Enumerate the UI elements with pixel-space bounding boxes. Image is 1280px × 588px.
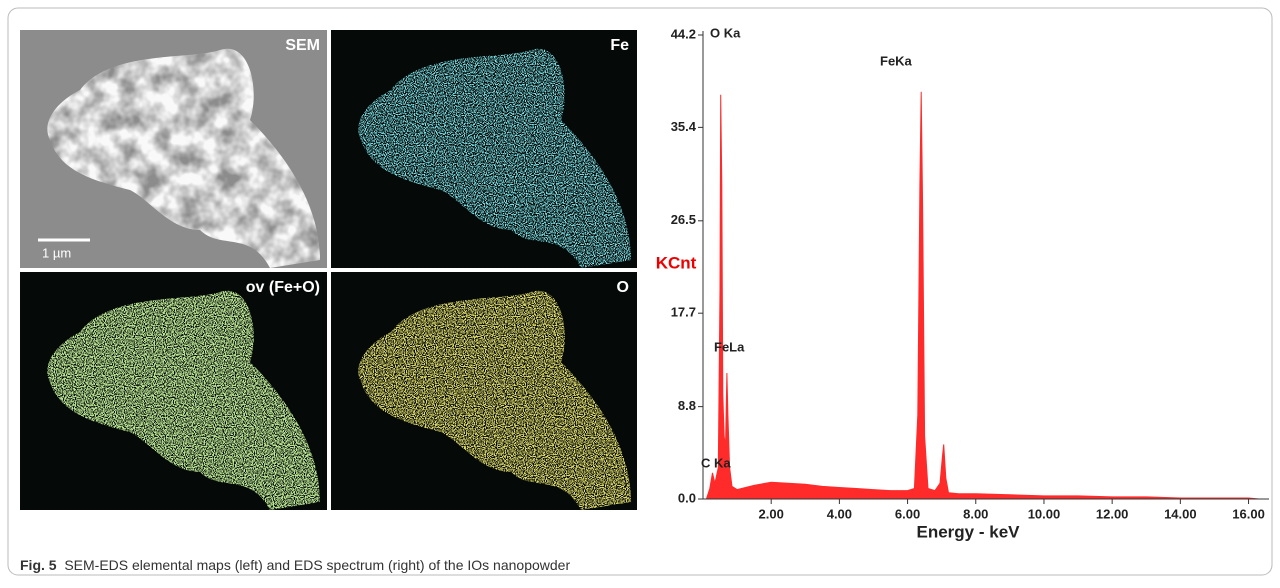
- y-tick-label: 44.2: [671, 26, 696, 41]
- panel-label: O: [617, 279, 629, 296]
- spectrum-area: [705, 91, 1259, 500]
- figure-border: [7, 7, 1273, 576]
- x-tick-label: 10.00: [1028, 506, 1061, 521]
- map-sem: SEM 1 µm: [20, 30, 327, 268]
- peak-label: C Ka: [701, 455, 731, 470]
- y-axis-label: KCnt: [656, 253, 697, 272]
- y-tick-label: 8.8: [678, 398, 696, 413]
- y-tick-label: 0.0: [678, 490, 696, 505]
- x-tick-label: 2.00: [759, 506, 784, 521]
- y-tick-label: 35.4: [671, 119, 697, 134]
- x-tick-label: 4.00: [827, 506, 852, 521]
- scale-bar-label: 1 µm: [42, 245, 71, 260]
- x-tick-label: 16.00: [1232, 506, 1265, 521]
- x-tick-label: 12.00: [1096, 506, 1129, 521]
- panel-label: SEM: [285, 37, 320, 54]
- map-fe: Fe: [331, 30, 637, 268]
- x-tick-label: 6.00: [895, 506, 920, 521]
- peak-label: FeLa: [714, 339, 745, 354]
- y-tick-label: 26.5: [671, 212, 696, 227]
- panel-label: Fe: [610, 37, 629, 54]
- caption: Fig. 5 SEM-EDS elemental maps (left) and…: [20, 557, 570, 573]
- caption-number: Fig. 5: [20, 557, 57, 573]
- spectrum: 0.0 8.8 17.7 26.5 35.4 44.2 2.00 4.00 6.00 8.00 10…: [656, 25, 1269, 541]
- caption-text: SEM-EDS elemental maps (left) and EDS sp…: [64, 557, 571, 573]
- peak-label: FeKa: [880, 53, 913, 68]
- x-axis-label: Energy - keV: [917, 522, 1021, 541]
- x-tick-label: 14.00: [1164, 506, 1197, 521]
- map-o: O: [331, 272, 637, 510]
- peak-label: O Ka: [710, 25, 741, 40]
- x-tick-label: 8.00: [963, 506, 988, 521]
- map-overlay: ov (Fe+O): [20, 272, 327, 510]
- y-tick-label: 17.7: [671, 305, 696, 320]
- panel-label: ov (Fe+O): [246, 279, 320, 296]
